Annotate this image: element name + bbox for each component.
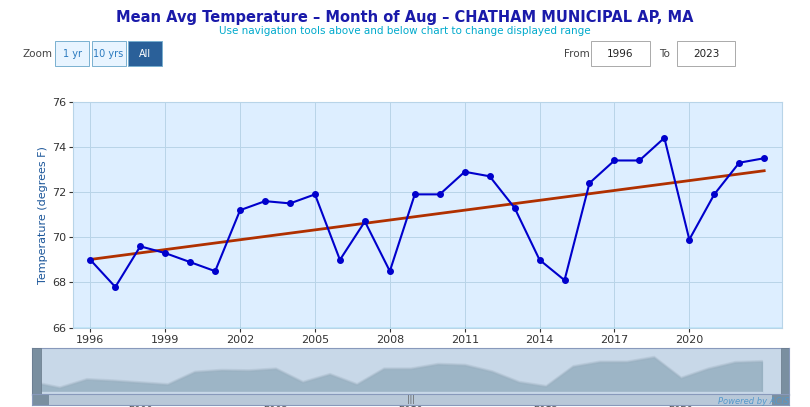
Text: Mean Avg Temperature – Month of Aug – CHATHAM MUNICIPAL AP, MA: Mean Avg Temperature – Month of Aug – CH… <box>117 10 693 25</box>
Text: Use navigation tools above and below chart to change displayed range: Use navigation tools above and below cha… <box>220 26 590 37</box>
Text: All: All <box>139 49 151 59</box>
Text: Zoom: Zoom <box>23 49 53 59</box>
Text: |||: ||| <box>407 395 415 404</box>
Text: 1 yr: 1 yr <box>62 49 82 59</box>
Bar <box>32 348 40 395</box>
Text: 1996: 1996 <box>608 49 633 59</box>
Bar <box>772 394 789 405</box>
Y-axis label: Temperature (degrees F): Temperature (degrees F) <box>37 146 48 284</box>
Text: Powered by ACIS: Powered by ACIS <box>718 397 790 406</box>
Bar <box>781 348 789 395</box>
Text: From: From <box>564 49 590 59</box>
Text: 10 yrs: 10 yrs <box>93 49 124 59</box>
Text: 2023: 2023 <box>693 49 719 59</box>
Text: To: To <box>659 49 670 59</box>
Bar <box>32 394 49 405</box>
